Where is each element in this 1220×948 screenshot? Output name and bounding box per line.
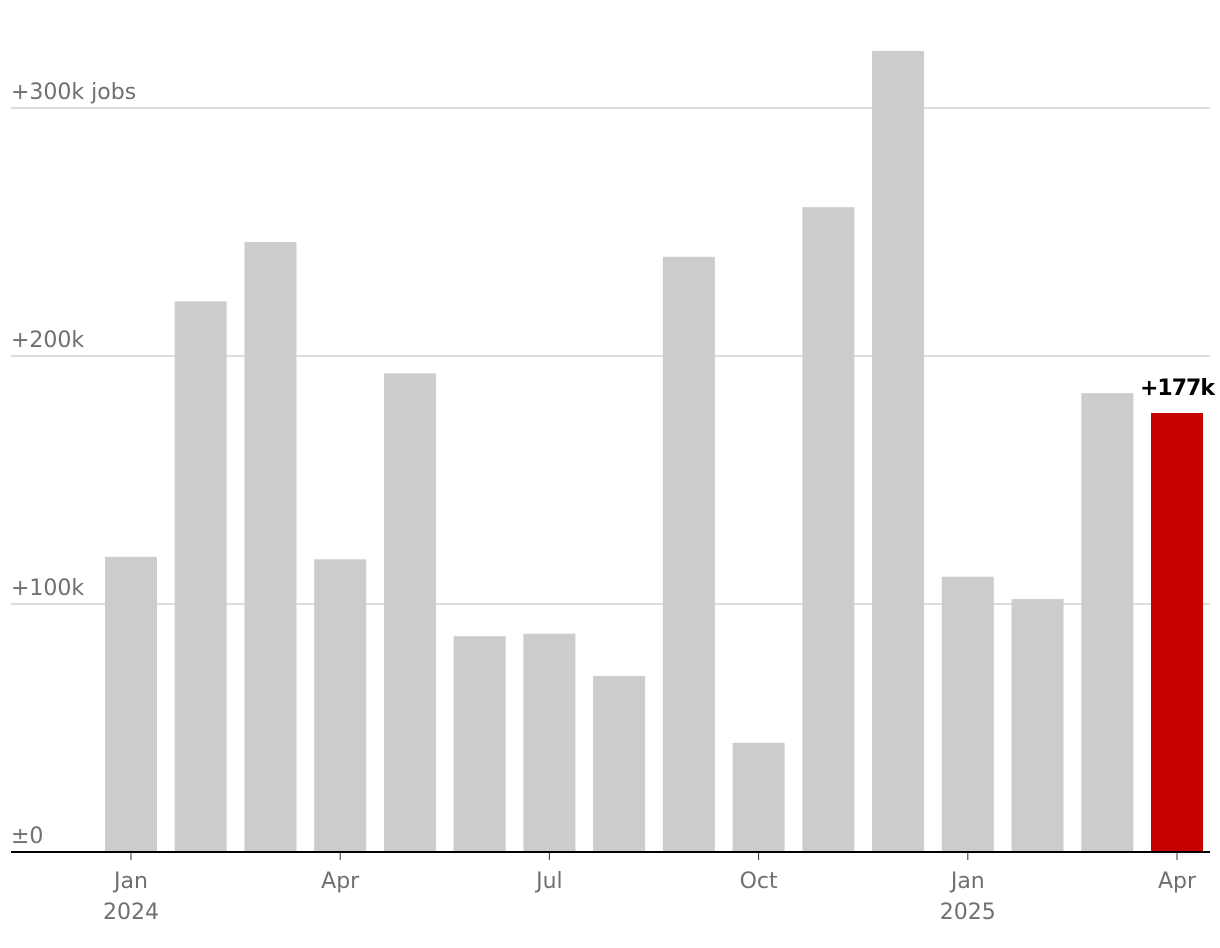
x-tick-label: Jan 2024 — [103, 869, 159, 925]
bar — [174, 301, 227, 852]
bar — [662, 256, 715, 852]
y-tick-label: +200k — [11, 328, 84, 353]
bar — [1151, 413, 1203, 852]
x-tick-label: Apr — [1158, 869, 1197, 894]
bar — [383, 373, 436, 852]
x-tick-label: Apr — [321, 869, 360, 894]
bar — [105, 556, 157, 852]
y-tick-label: ±0 — [11, 824, 43, 849]
bar — [1081, 393, 1134, 852]
y-tick-label: +100k — [11, 576, 84, 601]
x-tick-label: Jul — [534, 869, 563, 894]
bar — [314, 559, 367, 852]
bar — [732, 742, 785, 852]
bar — [244, 241, 297, 853]
x-tick-label: Oct — [740, 869, 778, 894]
bar — [593, 675, 646, 852]
bar — [453, 636, 506, 852]
bar — [523, 633, 576, 852]
bar — [872, 50, 925, 852]
bar — [1011, 599, 1064, 852]
bar — [802, 207, 855, 852]
value-label: +177k — [1140, 376, 1216, 401]
y-tick-label: +300k jobs — [11, 80, 136, 105]
x-tick-label: Jan 2025 — [940, 869, 996, 925]
bar — [941, 576, 994, 852]
